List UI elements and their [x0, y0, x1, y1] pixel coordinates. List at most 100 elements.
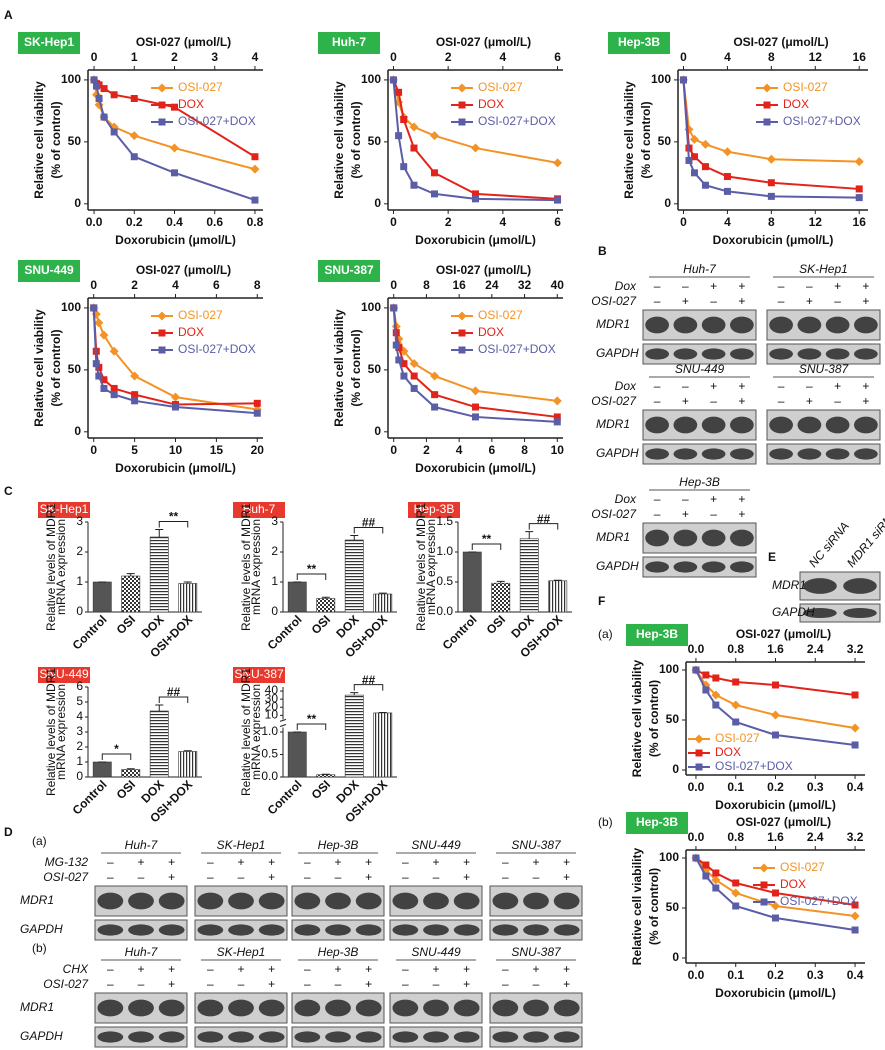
- y-tick-label: 100: [659, 850, 679, 864]
- blot-band: [673, 316, 698, 334]
- blot-band: [553, 1031, 580, 1043]
- legend-label: OSI-027+DOX: [478, 342, 556, 356]
- data-point: [400, 116, 408, 124]
- legend-marker: [158, 101, 166, 109]
- panel-label: D: [4, 825, 13, 839]
- treatment-sign: –: [304, 977, 311, 991]
- x-tick-label: 6: [554, 215, 561, 229]
- bar: [373, 712, 393, 778]
- treatment-sign: –: [238, 977, 245, 991]
- significance-label: **: [169, 510, 179, 524]
- sub-label: (a): [32, 834, 47, 848]
- data-point: [410, 181, 418, 189]
- treatment-sign: +: [137, 962, 144, 976]
- y-tick-label: 100: [361, 72, 381, 86]
- y-axis-label: mRNA expression: [424, 519, 438, 615]
- data-point: [767, 192, 775, 200]
- data-point: [692, 854, 700, 862]
- bar: [149, 536, 169, 613]
- data-point: [253, 409, 261, 417]
- data-point: [395, 356, 403, 364]
- data-point: [250, 164, 260, 174]
- blot-band: [673, 561, 698, 573]
- y-axis-label: Relative cell viability: [332, 309, 346, 427]
- error-bar: [183, 750, 192, 752]
- x-tick-label: 0.1: [727, 968, 744, 982]
- treatment-label: MG-132: [45, 855, 89, 869]
- x-tick-label: 4: [500, 215, 507, 229]
- treatment-sign: –: [710, 294, 717, 308]
- blot-band: [355, 892, 382, 910]
- y-tick-label: 0.5: [436, 574, 453, 588]
- x-axis-label: Doxorubicin (μmol/L): [715, 986, 836, 1000]
- y-axis-label: Relative cell viability: [332, 81, 346, 199]
- data-point: [851, 741, 859, 749]
- treatment-sign: +: [168, 870, 175, 884]
- significance-bracket: [101, 753, 132, 760]
- x2-tick-label: 3.2: [847, 830, 864, 844]
- y-axis-label: Relative cell viability: [32, 81, 46, 199]
- legend-label: OSI-027: [780, 860, 825, 874]
- blot-band: [701, 529, 726, 547]
- x2-axis-label: OSI-027 (μmol/L): [136, 263, 231, 277]
- treatment-sign: +: [738, 294, 745, 308]
- x2-tick-label: 0: [390, 50, 397, 64]
- y-tick-label: 1: [76, 754, 83, 768]
- data-point: [690, 153, 698, 161]
- legend-marker: [458, 346, 466, 354]
- legend-marker: [763, 118, 771, 126]
- legend-label: DOX: [478, 97, 504, 111]
- band-label: MDR1: [596, 530, 630, 544]
- legend-label: OSI-027: [783, 80, 828, 94]
- blot-band: [843, 607, 877, 619]
- band-label: GAPDH: [772, 605, 815, 619]
- data-point: [93, 82, 101, 90]
- y-tick-label: 0: [74, 424, 81, 438]
- y-tick-label: 1: [76, 574, 83, 588]
- blot-band: [645, 316, 669, 334]
- data-point: [723, 173, 731, 181]
- x2-tick-label: 2.4: [807, 642, 824, 656]
- x2-tick-label: 0.8: [727, 642, 744, 656]
- treatment-sign: –: [710, 507, 717, 521]
- band-label: MDR1: [596, 417, 630, 431]
- treatment-sign: –: [107, 977, 114, 991]
- blot-frame: [766, 443, 881, 465]
- legend-marker: [695, 763, 703, 771]
- cell-label: Huh-7: [125, 838, 159, 852]
- treatment-sign: –: [778, 394, 785, 408]
- data-point: [732, 902, 740, 910]
- blot-band: [258, 892, 285, 910]
- blot-band: [797, 348, 822, 360]
- treatment-sign: +: [738, 492, 745, 506]
- data-point: [855, 194, 863, 202]
- blot-band: [523, 999, 549, 1017]
- data-point: [100, 85, 108, 93]
- blot-frame: [766, 343, 881, 365]
- treatment-sign: +: [463, 962, 470, 976]
- y-tick-label: 100: [651, 72, 671, 86]
- x2-tick-label: 1: [131, 50, 138, 64]
- data-point: [472, 190, 479, 198]
- data-point: [702, 861, 710, 869]
- band-label: GAPDH: [20, 922, 63, 936]
- legend-label: OSI-027+DOX: [715, 759, 793, 773]
- blot-band: [97, 999, 124, 1017]
- significance-bracket: [158, 521, 189, 528]
- treatment-sign: +: [168, 977, 175, 991]
- blot-band: [645, 561, 669, 573]
- treatment-sign: –: [304, 855, 311, 869]
- x-tick-label: 2: [423, 443, 430, 457]
- x-tick-label: OSI: [114, 612, 139, 637]
- significance-label: **: [307, 712, 317, 726]
- data-point: [851, 691, 859, 699]
- lane-label: MDR1 siRNA: [844, 506, 885, 570]
- x2-tick-label: 0: [390, 278, 397, 292]
- blot-band: [645, 448, 669, 460]
- treatment-sign: –: [502, 962, 509, 976]
- data-point: [409, 122, 419, 132]
- treatment-label: Dox: [615, 279, 637, 293]
- treatment-sign: –: [654, 507, 661, 521]
- legend-marker: [458, 101, 466, 109]
- blot-band: [673, 529, 698, 547]
